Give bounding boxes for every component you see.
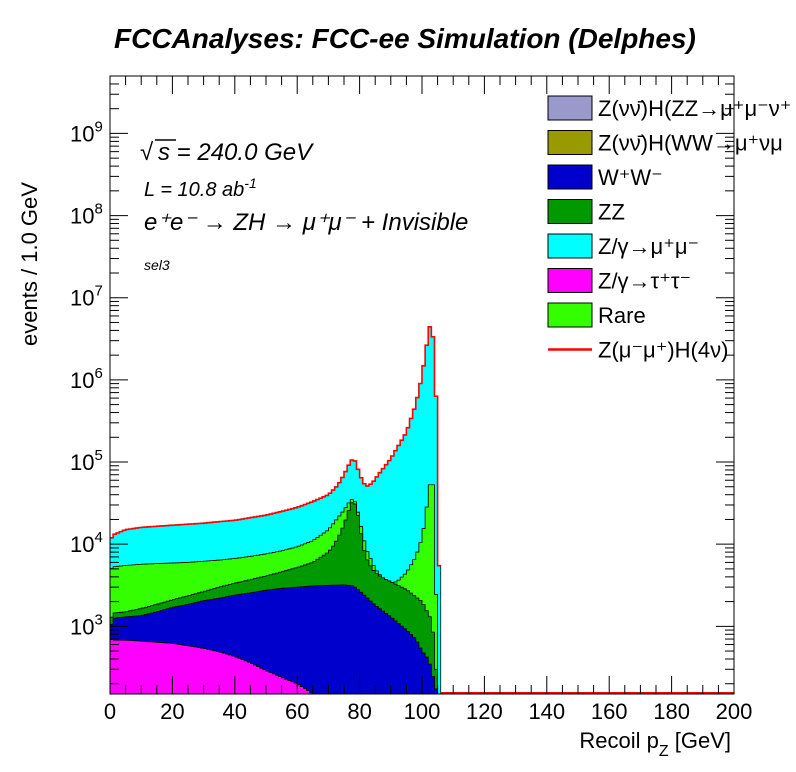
x-tick-label: 140 bbox=[528, 699, 565, 724]
legend-swatch bbox=[547, 130, 593, 155]
legend-swatch bbox=[547, 199, 593, 224]
y-tick-label: 107 bbox=[70, 283, 103, 311]
legend-label: Z/γ→μ⁺μ⁻ bbox=[598, 234, 699, 259]
legend-label: Z/γ→τ⁺τ⁻ bbox=[598, 269, 691, 294]
legend-swatch bbox=[547, 164, 593, 190]
legend-entry: Z(νν̄)H(ZZ→μ⁺μ⁻ν⁺ bbox=[547, 95, 791, 121]
signal-line-group bbox=[110, 325, 734, 694]
legend-entry: Z(μ⁻μ⁺)H(4ν) bbox=[548, 338, 728, 363]
legend-label: Z(μ⁻μ⁺)H(4ν) bbox=[598, 338, 728, 363]
x-axis-ticks: 0 20 40 60 80 100 120 140 160 180 200 bbox=[104, 76, 752, 724]
legend-entry: Z/γ→τ⁺τ⁻ bbox=[547, 268, 691, 294]
legend-swatch bbox=[547, 233, 593, 259]
legend-label: ZZ bbox=[598, 200, 625, 225]
legend-swatch bbox=[547, 268, 593, 293]
x-tick-label: 0 bbox=[104, 699, 116, 724]
svg-text:s = 240.0 GeV: s = 240.0 GeV bbox=[158, 139, 314, 166]
y-tick-label: 109 bbox=[70, 118, 103, 146]
legend-entry: Z/γ→μ⁺μ⁻ bbox=[547, 233, 699, 259]
y-tick-label: 108 bbox=[70, 201, 103, 229]
legend: Z(νν̄)H(ZZ→μ⁺μ⁻ν⁺ Z(νν̄)H(WW→μ⁺νμ W⁺W⁻ ZZ Z/… bbox=[547, 95, 791, 363]
x-tick-label: 20 bbox=[160, 699, 184, 724]
x-tick-label: 120 bbox=[466, 699, 503, 724]
x-axis-label: Recoil pZ [GeV] bbox=[579, 728, 731, 760]
legend-swatch bbox=[547, 302, 593, 328]
legend-label: Z(νν̄)H(WW→μ⁺νμ bbox=[598, 131, 783, 156]
legend-label: Z(νν̄)H(ZZ→μ⁺μ⁻ν⁺ bbox=[598, 96, 791, 121]
legend-entry: Rare bbox=[547, 302, 646, 328]
x-tick-label: 100 bbox=[404, 699, 441, 724]
annotation-sqrts: √ s = 240.0 GeV bbox=[140, 139, 314, 166]
x-tick-label: 80 bbox=[347, 699, 371, 724]
annotation-process: e⁺e⁻ → ZH → μ⁺μ⁻ + Invisible bbox=[144, 209, 468, 236]
x-tick-label: 60 bbox=[285, 699, 309, 724]
x-tick-label: 200 bbox=[716, 699, 753, 724]
y-axis-label: events / 1.0 GeV bbox=[17, 182, 42, 346]
x-tick-label: 180 bbox=[653, 699, 690, 724]
chart-title: FCCAnalyses: FCC-ee Simulation (Delphes) bbox=[114, 23, 696, 54]
x-tick-label: 160 bbox=[591, 699, 628, 724]
stacked-histogram bbox=[109, 326, 442, 695]
legend-entry: W⁺W⁻ bbox=[547, 164, 663, 190]
legend-label: W⁺W⁻ bbox=[598, 165, 663, 190]
signal-line-top bbox=[110, 325, 441, 567]
y-tick-label: 105 bbox=[70, 447, 103, 475]
legend-label: Rare bbox=[598, 303, 646, 328]
y-axis-ticks: 103 104 105 106 107 108 109 bbox=[70, 75, 734, 685]
legend-entry: Z(νν̄)H(WW→μ⁺νμ bbox=[547, 130, 783, 156]
legend-swatch bbox=[547, 95, 593, 121]
y-tick-label: 104 bbox=[70, 529, 103, 557]
annotation-selection: sel3 bbox=[144, 257, 170, 273]
x-tick-label: 40 bbox=[223, 699, 247, 724]
y-tick-label: 106 bbox=[70, 365, 103, 393]
annotation-lumi: L = 10.8 ab-1 bbox=[144, 175, 257, 201]
y-tick-label: 103 bbox=[70, 611, 103, 639]
legend-entry: ZZ bbox=[547, 199, 625, 225]
svg-text:√: √ bbox=[140, 139, 154, 166]
